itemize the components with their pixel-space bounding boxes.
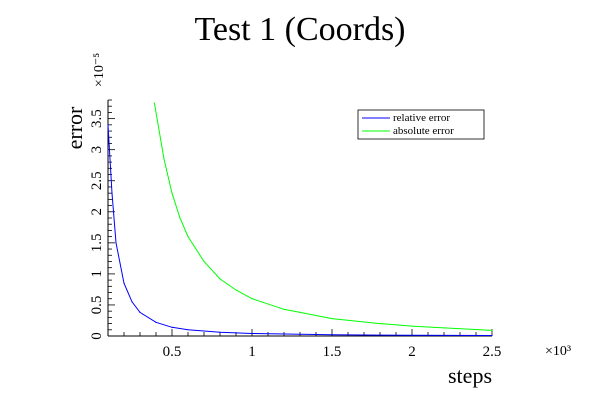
y-tick-label: 2.5: [89, 171, 105, 190]
data-point-relative-error: [123, 282, 125, 284]
data-point-absolute-error: [235, 289, 237, 291]
y-tick-label: 1.5: [89, 233, 105, 252]
data-point-relative-error: [107, 124, 109, 126]
y-tick-label: 2: [89, 208, 105, 216]
y-tick-label: 3: [89, 146, 105, 154]
data-point-absolute-error: [251, 298, 253, 300]
data-point-relative-error: [411, 334, 413, 336]
data-point-relative-error: [251, 332, 253, 335]
data-point-relative-error: [139, 311, 141, 313]
data-point-absolute-error: [203, 260, 205, 263]
data-point-relative-error: [219, 331, 221, 333]
legend-box: [357, 109, 485, 140]
series-line-relative-error: [107, 124, 493, 336]
legend-label-absolute-error: absolute error: [393, 125, 454, 137]
data-point-relative-error: [187, 329, 189, 331]
y-tick-label: 3.5: [89, 109, 105, 128]
data-point-relative-error: [131, 301, 133, 303]
data-point-relative-error: [155, 321, 157, 323]
data-point-absolute-error: [443, 327, 445, 329]
x-axis-label: steps: [448, 363, 492, 388]
y-tick-label: 1: [89, 270, 105, 278]
data-point-absolute-error: [219, 278, 221, 280]
data-point-absolute-error: [187, 236, 189, 238]
chart-title: Test 1 (Coords): [194, 11, 405, 48]
x-tick-label: 0.5: [163, 344, 182, 360]
data-point-absolute-error: [331, 318, 333, 320]
data-point-absolute-error: [379, 322, 381, 325]
y-tick-label: 0: [89, 332, 105, 340]
legend-label-relative-error: relative error: [393, 112, 450, 124]
data-point-absolute-error: [163, 158, 165, 160]
x-tick-label: 2.5: [483, 344, 502, 360]
data-point-absolute-error: [171, 192, 173, 194]
x-tick-label: 2: [408, 344, 416, 360]
axes: 0.5 1 1.5 2 2.5 0 0.5 1 1.5 2 2.5 3 3.5: [89, 99, 502, 360]
data-point-absolute-error: [179, 217, 181, 219]
data-point-absolute-error: [491, 329, 493, 332]
series-layer: [107, 102, 493, 337]
legend: relative error absolute error: [357, 109, 485, 140]
data-point-absolute-error: [153, 102, 155, 104]
y-tick-label: 0.5: [89, 296, 105, 315]
data-point-relative-error: [115, 242, 117, 244]
y-axis-label: error: [62, 106, 87, 149]
x-tick-label: 1.5: [323, 344, 342, 360]
y-axis-multiplier: ×10⁻⁵: [92, 53, 107, 87]
data-point-absolute-error: [411, 325, 413, 327]
data-point-absolute-error: [283, 308, 285, 310]
data-point-relative-error: [171, 326, 173, 328]
x-tick-label: 1: [248, 344, 256, 360]
data-point-relative-error: [491, 334, 493, 337]
x-axis-multiplier: ×10³: [545, 344, 571, 359]
data-point-relative-error: [331, 334, 333, 336]
data-point-relative-error: [111, 192, 113, 194]
